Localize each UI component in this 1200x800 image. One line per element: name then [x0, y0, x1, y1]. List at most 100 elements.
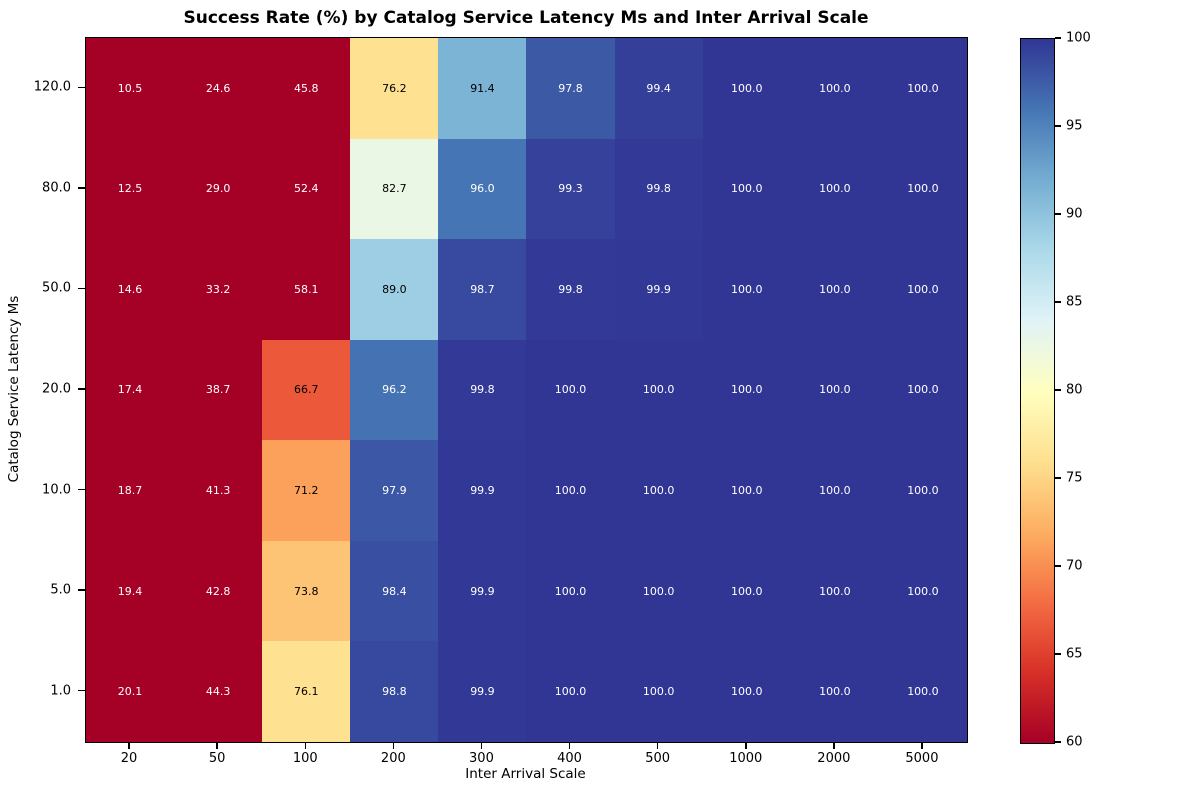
- x-tick-mark: [480, 743, 483, 749]
- heatmap-cell: 96.0: [438, 138, 527, 240]
- colorbar-tick-label: 60: [1066, 734, 1083, 750]
- y-axis-ticks: 120.0 80.0 50.0 20.0 10.0 5.0 1.0: [0, 37, 85, 741]
- heatmap-cell: 45.8: [262, 38, 351, 139]
- heatmap-cell: 100.0: [878, 440, 967, 541]
- cell-value-label: 33.2: [205, 282, 231, 296]
- cell-value-label: 98.8: [382, 685, 407, 699]
- y-tick-mark: [78, 287, 85, 290]
- cell-value-label: 100.0: [730, 584, 763, 598]
- heatmap-cell: 97.9: [350, 440, 439, 541]
- colorbar-tick-label: 70: [1066, 558, 1083, 574]
- colorbar-tick-mark: [1055, 213, 1061, 215]
- heatmap-cell: 99.8: [614, 138, 703, 240]
- cell-value-label: 100.0: [642, 383, 675, 397]
- heatmap-cell: 99.9: [438, 440, 527, 541]
- heatmap-cell: 100.0: [526, 339, 615, 441]
- heatmap-cell: 99.4: [614, 38, 703, 139]
- colorbar-tick-label: 80: [1066, 382, 1083, 398]
- heatmap-cell: 91.4: [438, 38, 527, 139]
- heatmap-cell: 71.2: [262, 440, 351, 541]
- heatmap-cell: 100.0: [614, 641, 703, 742]
- heatmap-cell: 82.7: [350, 138, 439, 240]
- colorbar-tick-label: 95: [1066, 118, 1083, 134]
- heatmap-cell: 99.3: [526, 138, 615, 240]
- x-tick-mark: [216, 743, 218, 749]
- chart-title: Success Rate (%) by Catalog Service Late…: [183, 8, 869, 28]
- x-tick-mark: [128, 743, 130, 749]
- colorbar-tick-label: 90: [1066, 206, 1083, 222]
- cell-value-label: 96.2: [382, 383, 407, 397]
- heatmap-cell: 38.7: [174, 339, 263, 441]
- heatmap-cell: 100.0: [614, 339, 703, 441]
- x-tick-label: 5000: [905, 751, 939, 766]
- colorbar: [1020, 38, 1055, 744]
- cell-value-label: 10.5: [117, 81, 143, 95]
- y-tick-label: 120.0: [33, 79, 71, 95]
- cell-value-label: 100.0: [554, 685, 587, 699]
- cell-value-label: 12.5: [117, 182, 143, 196]
- heatmap-cell: 100.0: [790, 339, 879, 441]
- cell-value-label: 52.4: [293, 182, 319, 196]
- heatmap-cell: 100.0: [702, 138, 791, 240]
- x-axis-ticks: 20 50 100 200 300 400 500 1000 2000 5000: [85, 742, 966, 778]
- heatmap-cell: 66.7: [262, 339, 351, 441]
- colorbar-tick-mark: [1055, 565, 1061, 567]
- cell-value-label: 100.0: [907, 685, 939, 699]
- y-tick-mark: [78, 589, 85, 591]
- cell-value-label: 91.4: [470, 81, 495, 95]
- cell-value-label: 45.8: [293, 81, 319, 95]
- cell-value-label: 100.0: [819, 182, 851, 196]
- colorbar-tick-mark: [1055, 389, 1061, 391]
- heatmap-cell: 100.0: [790, 239, 879, 340]
- cell-value-label: 99.9: [470, 484, 495, 498]
- heatmap-cell: 100.0: [790, 540, 879, 642]
- cell-value-label: 29.0: [205, 182, 231, 196]
- heatmap-cell: 99.9: [438, 641, 527, 742]
- cell-value-label: 99.9: [646, 282, 671, 296]
- colorbar-tick-mark: [1055, 741, 1061, 743]
- heatmap-cell: 100.0: [878, 138, 967, 240]
- cell-value-label: 58.1: [293, 282, 319, 296]
- cell-value-label: 97.9: [382, 484, 407, 498]
- heatmap-cell: 17.4: [86, 339, 175, 441]
- heatmap-cell: 18.7: [86, 440, 175, 541]
- heatmap-cell: 76.1: [262, 641, 351, 742]
- heatmap-cell: 76.2: [350, 38, 439, 139]
- cell-value-label: 41.3: [205, 484, 231, 498]
- cell-value-label: 19.4: [117, 584, 143, 598]
- cell-value-label: 89.0: [382, 282, 407, 296]
- cell-value-label: 100.0: [907, 584, 939, 598]
- cell-value-label: 100.0: [907, 383, 939, 397]
- y-tick-mark: [78, 689, 85, 692]
- cell-value-label: 42.8: [205, 584, 231, 598]
- cell-value-label: 24.6: [205, 81, 231, 95]
- x-tick-mark: [568, 743, 571, 749]
- cell-value-label: 99.9: [470, 685, 495, 699]
- heatmap-cell: 58.1: [262, 239, 351, 340]
- x-tick-label: 200: [380, 751, 406, 766]
- heatmap-cell: 100.0: [878, 540, 967, 642]
- cell-value-label: 100.0: [642, 685, 675, 699]
- y-tick-label: 20.0: [42, 381, 71, 397]
- cell-value-label: 100.0: [730, 182, 763, 196]
- heatmap-cell: 41.3: [174, 440, 263, 541]
- cell-value-label: 82.7: [382, 182, 407, 196]
- cell-value-label: 14.6: [117, 282, 143, 296]
- cell-value-label: 100.0: [819, 383, 851, 397]
- cell-value-label: 100.0: [907, 182, 939, 196]
- colorbar-tick-mark: [1055, 125, 1061, 127]
- heatmap-cell: 98.8: [350, 641, 439, 742]
- colorbar-tick-mark: [1055, 301, 1061, 303]
- cell-value-label: 99.3: [558, 182, 583, 196]
- cell-value-label: 76.1: [293, 685, 319, 699]
- heatmap-cell: 19.4: [86, 540, 175, 642]
- cell-value-label: 100.0: [642, 484, 675, 498]
- x-tick-label: 2000: [817, 751, 851, 766]
- cell-value-label: 100.0: [907, 282, 939, 296]
- heatmap-cell: 100.0: [702, 38, 791, 139]
- cell-value-label: 66.7: [293, 383, 319, 397]
- cell-value-label: 100.0: [819, 685, 851, 699]
- colorbar-tick-label: 65: [1066, 646, 1083, 662]
- y-tick-label: 5.0: [50, 582, 71, 598]
